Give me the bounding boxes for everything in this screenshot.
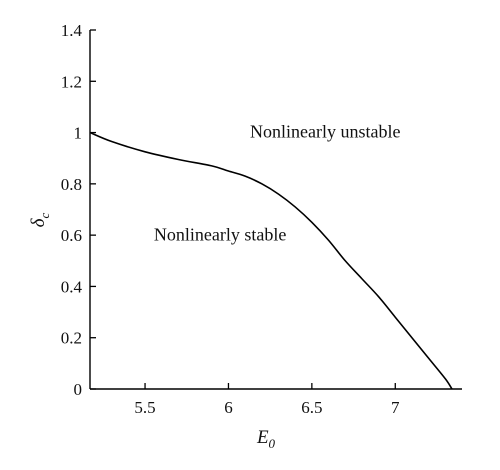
y-tick-label: 0.6: [61, 226, 82, 245]
y-axis-title: δc: [28, 212, 52, 227]
x-tick-label: 7: [391, 398, 400, 417]
x-axis-title-subscript: 0: [269, 436, 276, 451]
stable-region-label: Nonlinearly stable: [154, 224, 286, 244]
x-tick-label: 5.5: [134, 398, 155, 417]
y-tick-label: 1.4: [61, 21, 83, 40]
y-tick-label: 0.2: [61, 329, 82, 348]
x-ticks: [144, 383, 396, 389]
y-ticks: [90, 29, 96, 390]
y-tick-label: 0.8: [61, 175, 82, 194]
y-axis-title-symbol: δ: [28, 217, 49, 227]
y-tick-label: 0.4: [61, 277, 83, 296]
y-tick-labels: 0 0.2 0.4 0.6 0.8 1 1.2 1.4: [61, 21, 83, 399]
unstable-region-label: Nonlinearly unstable: [250, 122, 400, 142]
y-tick-label: 0: [74, 380, 83, 399]
x-axis: 5.5 6 6.5 7: [90, 383, 462, 417]
boundary-curve: [89, 131, 453, 390]
series-layer: [89, 131, 453, 390]
x-tick-labels: 5.5 6 6.5 7: [134, 398, 400, 417]
y-tick-label: 1: [74, 124, 83, 143]
annotation-layer: Nonlinearly unstable Nonlinearly stable: [154, 122, 401, 245]
y-tick-label: 1.2: [61, 72, 82, 91]
y-axis-title-subscript: c: [37, 212, 52, 218]
x-tick-label: 6.5: [301, 398, 322, 417]
y-axis: 0 0.2 0.4 0.6 0.8 1 1.2 1.4: [61, 21, 96, 399]
x-axis-title: E0: [256, 427, 276, 451]
x-axis-title-symbol: E: [256, 427, 269, 448]
x-tick-label: 6: [224, 398, 233, 417]
